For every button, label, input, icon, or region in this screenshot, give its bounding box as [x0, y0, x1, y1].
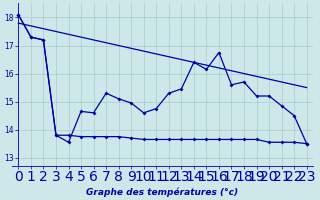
X-axis label: Graphe des températures (°c): Graphe des températures (°c) — [86, 187, 239, 197]
